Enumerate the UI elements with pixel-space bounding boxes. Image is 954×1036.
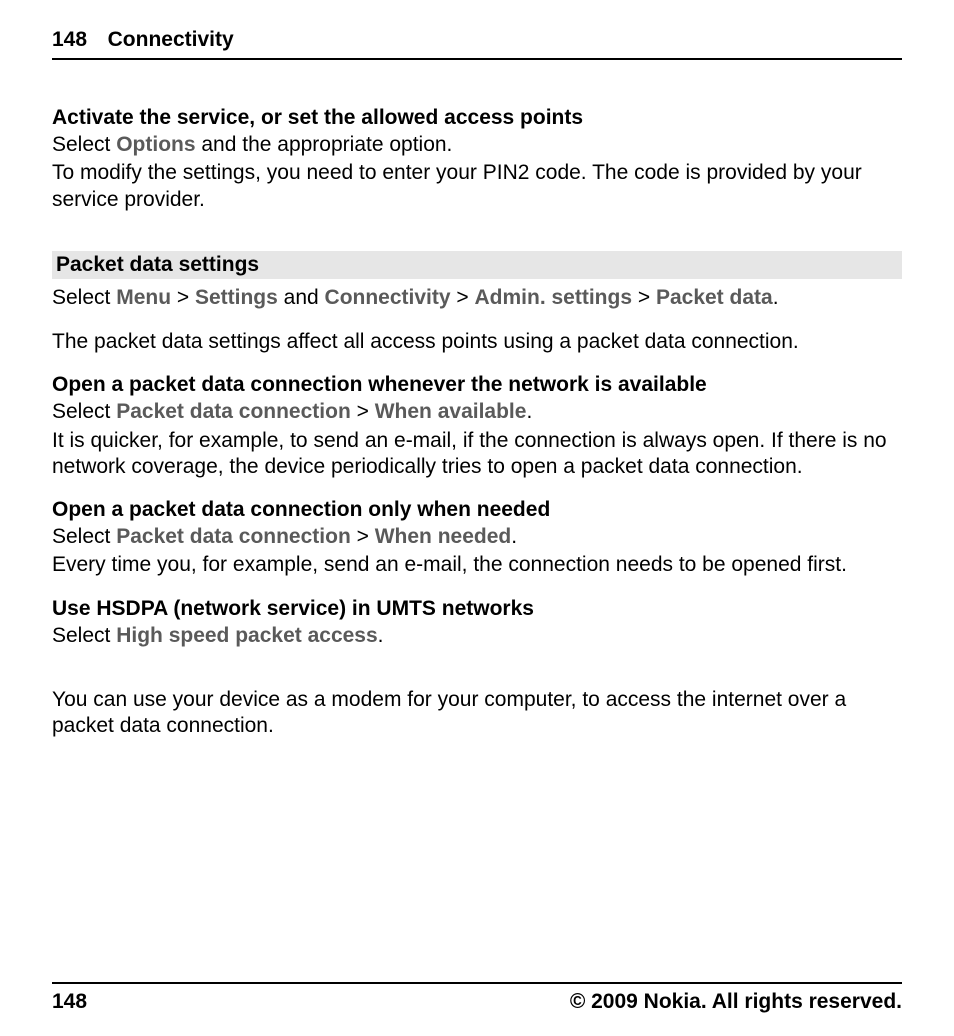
hsdpa-p1-c: . — [378, 624, 384, 647]
open-available-emph2: When available — [375, 400, 527, 423]
open-available-p1-a: Select — [52, 400, 116, 423]
packet-nav-e: and — [278, 286, 325, 309]
page-footer: 148 © 2009 Nokia. All rights reserved. — [52, 982, 902, 1014]
section-open-available: Open a packet data connection whenever t… — [52, 373, 902, 480]
section-open-needed: Open a packet data connection only when … — [52, 498, 902, 579]
open-needed-p1-a: Select — [52, 525, 116, 548]
activate-p1-text-c: and the appropriate option. — [196, 133, 453, 156]
packet-nav-connectivity: Connectivity — [325, 286, 451, 309]
footer-copyright: © 2009 Nokia. All rights reserved. — [570, 990, 902, 1014]
packet-nav: Select Menu > Settings and Connectivity … — [52, 285, 902, 311]
packet-nav-i: > — [632, 286, 656, 309]
hsdpa-emph: High speed packet access — [116, 624, 377, 647]
hsdpa-title: Use HSDPA (network service) in UMTS netw… — [52, 597, 902, 621]
header-spacer — [92, 28, 104, 51]
packet-nav-c: > — [171, 286, 195, 309]
packet-bar-title: Packet data settings — [52, 251, 902, 279]
open-needed-p1: Select Packet data connection > When nee… — [52, 524, 902, 550]
packet-nav-k: . — [773, 286, 779, 309]
packet-affect: The packet data settings affect all acce… — [52, 329, 902, 355]
open-available-title: Open a packet data connection whenever t… — [52, 373, 902, 397]
activate-p2: To modify the settings, you need to ente… — [52, 160, 902, 213]
header-title: Connectivity — [108, 28, 234, 51]
page-header: 148 Connectivity — [52, 28, 902, 60]
packet-nav-menu: Menu — [116, 286, 171, 309]
open-needed-p2: Every time you, for example, send an e-m… — [52, 552, 902, 578]
activate-options-emph: Options — [116, 133, 195, 156]
section-activate: Activate the service, or set the allowed… — [52, 106, 902, 213]
section-packet: Packet data settings Select Menu > Setti… — [52, 251, 902, 356]
hsdpa-p1-a: Select — [52, 624, 116, 647]
activate-p1-text-a: Select — [52, 133, 116, 156]
packet-nav-g: > — [451, 286, 475, 309]
packet-nav-a: Select — [52, 286, 116, 309]
page-container: 148 Connectivity Activate the service, o… — [0, 0, 954, 1036]
open-needed-title: Open a packet data connection only when … — [52, 498, 902, 522]
modem-p1: You can use your device as a modem for y… — [52, 687, 902, 740]
packet-nav-packetdata: Packet data — [656, 286, 773, 309]
open-available-emph1: Packet data connection — [116, 400, 351, 423]
open-available-p1-e: . — [526, 400, 532, 423]
open-available-p1-c: > — [351, 400, 375, 423]
open-available-p2: It is quicker, for example, to send an e… — [52, 428, 902, 481]
packet-nav-admin: Admin. settings — [475, 286, 633, 309]
open-needed-p1-e: . — [511, 525, 517, 548]
packet-nav-settings: Settings — [195, 286, 278, 309]
header-page-number: 148 — [52, 28, 87, 51]
open-needed-emph1: Packet data connection — [116, 525, 351, 548]
footer-page-number: 148 — [52, 990, 87, 1014]
open-needed-emph2: When needed — [375, 525, 512, 548]
activate-p1: Select Options and the appropriate optio… — [52, 132, 902, 158]
open-available-p1: Select Packet data connection > When ava… — [52, 399, 902, 425]
activate-title: Activate the service, or set the allowed… — [52, 106, 902, 130]
hsdpa-p1: Select High speed packet access. — [52, 623, 902, 649]
open-needed-p1-c: > — [351, 525, 375, 548]
section-hsdpa: Use HSDPA (network service) in UMTS netw… — [52, 597, 902, 649]
section-modem: You can use your device as a modem for y… — [52, 687, 902, 740]
